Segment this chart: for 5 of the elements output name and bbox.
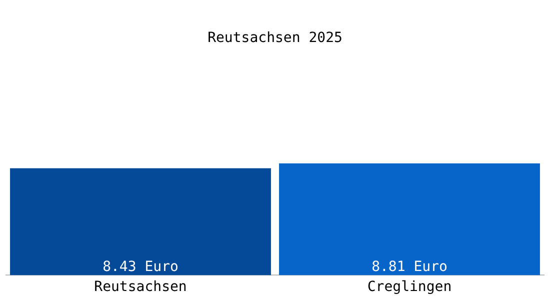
data-label: 8.81 Euro	[372, 258, 448, 275]
x-tick-label: Reutsachsen	[94, 279, 187, 296]
x-tick-label: Creglingen	[367, 279, 452, 296]
chart-title: Reutsachsen 2025	[208, 30, 342, 46]
data-label: 8.43 Euro	[102, 258, 178, 275]
